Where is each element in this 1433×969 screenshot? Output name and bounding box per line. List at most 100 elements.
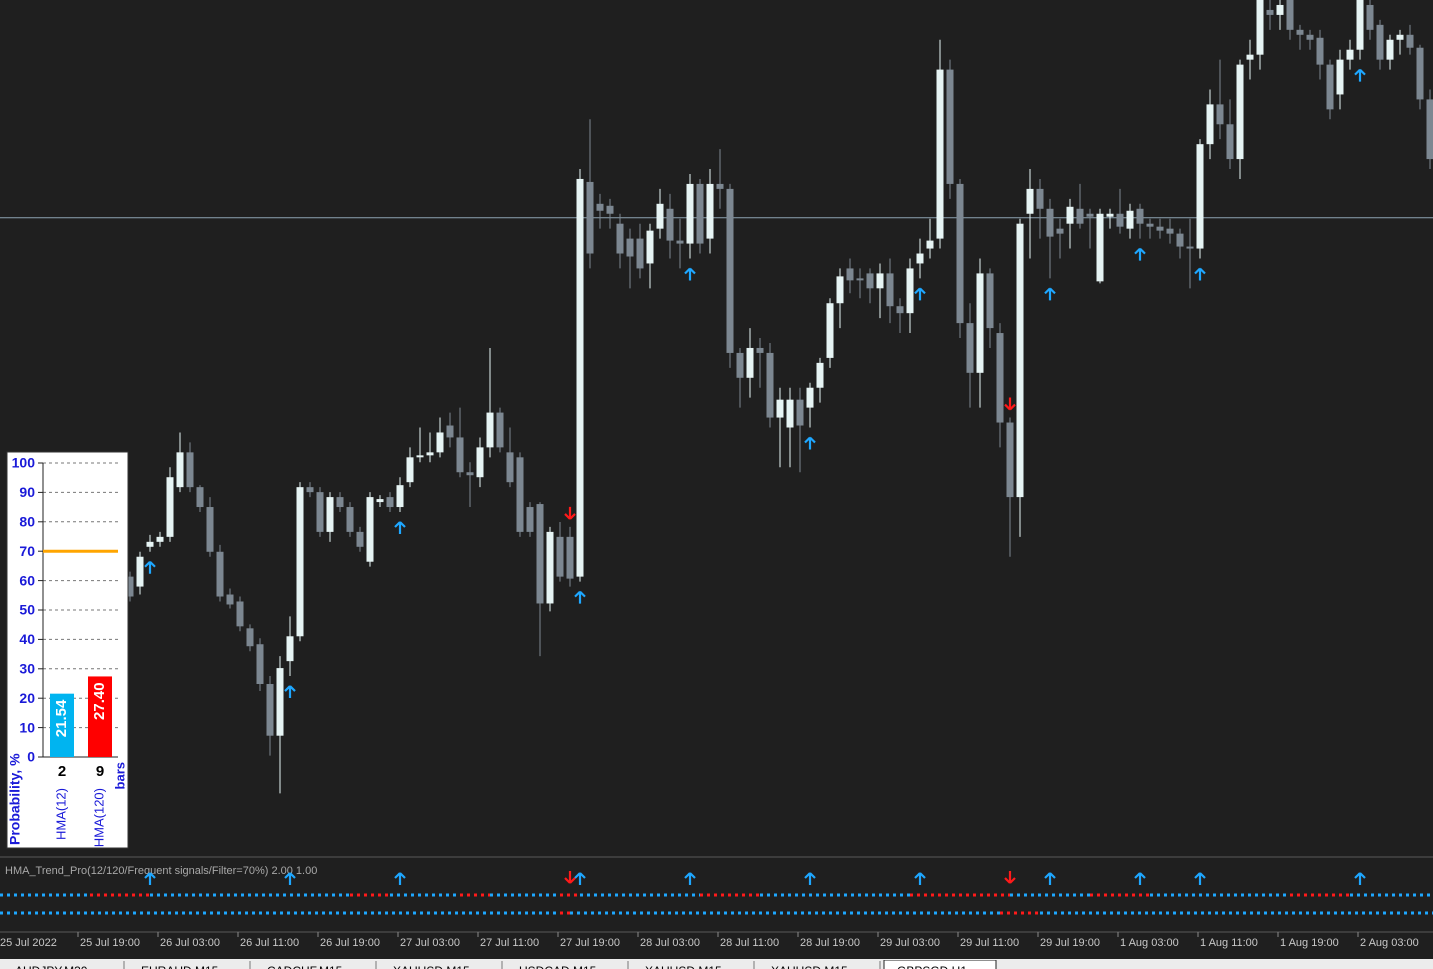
candle-body bbox=[1426, 99, 1433, 160]
time-label: 27 Jul 03:00 bbox=[400, 937, 460, 949]
candle-body bbox=[806, 387, 814, 408]
candle-body bbox=[486, 412, 494, 448]
buy-signal-arrow bbox=[394, 872, 406, 885]
sell-signal-arrow bbox=[564, 871, 576, 884]
candle-body bbox=[1096, 213, 1104, 282]
tab-label[interactable]: CADCHF,M15 bbox=[267, 964, 343, 969]
bar-count: 2 bbox=[58, 763, 66, 780]
y-tick-label: 40 bbox=[19, 631, 35, 647]
buy-signal-arrow bbox=[804, 872, 816, 885]
candle-body bbox=[1276, 4, 1284, 15]
candle-body bbox=[556, 536, 564, 577]
candle-body bbox=[1166, 228, 1174, 234]
time-label: 28 Jul 19:00 bbox=[800, 937, 860, 949]
candle-body bbox=[376, 499, 384, 503]
candle-body bbox=[436, 432, 444, 453]
buy-signal-arrow bbox=[804, 436, 816, 450]
buy-signal-arrow bbox=[1194, 872, 1206, 885]
candle-body bbox=[866, 273, 874, 289]
tab-label[interactable]: USDCAD,M15 bbox=[519, 964, 597, 969]
buy-signal-arrow bbox=[284, 685, 296, 699]
candle-body bbox=[766, 352, 774, 418]
tab-active[interactable] bbox=[883, 960, 997, 969]
candle-body bbox=[856, 278, 864, 281]
time-label: 27 Jul 19:00 bbox=[560, 937, 620, 949]
sell-signal-arrow bbox=[564, 506, 576, 520]
price-chart bbox=[0, 0, 1433, 794]
candle-body bbox=[1146, 223, 1154, 227]
y-tick-label: 0 bbox=[27, 749, 35, 765]
tab-label[interactable]: EURAUD,M15 bbox=[141, 964, 219, 969]
indicator-pane: HMA_Trend_Pro(12/120/Frequent signals/Fi… bbox=[0, 865, 1433, 915]
candle-body bbox=[1116, 213, 1124, 227]
time-label: 29 Jul 03:00 bbox=[880, 937, 940, 949]
candle-body bbox=[846, 268, 854, 281]
candle-body bbox=[326, 497, 334, 532]
candle-body bbox=[1336, 59, 1344, 95]
candle-body bbox=[956, 183, 964, 324]
candle-body bbox=[346, 507, 354, 532]
candle-body bbox=[1266, 9, 1274, 15]
candle-body bbox=[1156, 226, 1164, 231]
time-label: 25 Jul 19:00 bbox=[80, 937, 140, 949]
tab-label[interactable]: XAUUSD,M15 bbox=[771, 964, 848, 969]
candle-body bbox=[666, 208, 674, 241]
buy-signal-arrow bbox=[1134, 872, 1146, 885]
candle-body bbox=[926, 240, 934, 249]
time-label: 26 Jul 11:00 bbox=[240, 937, 299, 949]
indicator-label: HMA_Trend_Pro(12/120/Frequent signals/Fi… bbox=[5, 865, 317, 877]
probability-bar bbox=[88, 676, 112, 757]
y-tick-label: 20 bbox=[19, 690, 35, 706]
candle-body bbox=[446, 425, 454, 438]
candle-body bbox=[1176, 233, 1184, 247]
candle-body bbox=[786, 399, 794, 428]
buy-signal-arrow bbox=[1194, 267, 1206, 281]
bar-count: 9 bbox=[96, 763, 104, 780]
candle-body bbox=[586, 181, 594, 254]
candle-body bbox=[1046, 208, 1054, 237]
candle-body bbox=[906, 268, 914, 314]
candle-body bbox=[896, 306, 904, 314]
candle-body bbox=[546, 531, 554, 604]
candle-body bbox=[166, 477, 174, 537]
time-label: 28 Jul 11:00 bbox=[720, 937, 779, 949]
candle-body bbox=[186, 452, 194, 488]
candle-body bbox=[426, 452, 434, 456]
buy-signal-arrow bbox=[574, 590, 586, 604]
y-tick-label: 50 bbox=[19, 602, 35, 618]
candle-body bbox=[1286, 0, 1294, 30]
y-tick-label: 70 bbox=[19, 543, 35, 559]
candle-body bbox=[336, 497, 344, 508]
candle-body bbox=[146, 541, 154, 547]
time-label: 26 Jul 03:00 bbox=[160, 937, 220, 949]
time-axis: 25 Jul 2022 25 Jul 19:00 26 Jul 03:00 26 Ju… bbox=[0, 932, 1419, 949]
tab-label[interactable]: XAUUSD,M15 bbox=[645, 964, 722, 969]
time-label: 2 Aug 03:00 bbox=[1360, 937, 1419, 949]
candle-body bbox=[1296, 29, 1304, 35]
candle-body bbox=[656, 203, 664, 229]
category-label: HMA(12) bbox=[53, 788, 68, 840]
candle-body bbox=[526, 507, 534, 532]
tab-label[interactable]: GBPSGD,H1 bbox=[897, 964, 967, 969]
candle-body bbox=[1066, 206, 1074, 224]
candle-body bbox=[706, 183, 714, 239]
tab-label[interactable]: AUDJPY,M30 bbox=[15, 964, 88, 969]
buy-signal-arrow bbox=[1044, 872, 1056, 885]
y-tick-label: 100 bbox=[12, 455, 36, 471]
buy-signal-arrow bbox=[914, 287, 926, 301]
candle-body bbox=[406, 457, 414, 483]
candle-body bbox=[976, 273, 984, 373]
candle-body bbox=[316, 492, 324, 532]
candle-body bbox=[216, 551, 224, 597]
panel-background bbox=[6, 451, 129, 849]
y-tick-label: 30 bbox=[19, 661, 35, 677]
candle-body bbox=[696, 183, 704, 244]
candle-body bbox=[1196, 144, 1204, 249]
candle-body bbox=[746, 347, 754, 378]
candle-body bbox=[636, 238, 644, 269]
y-axis-title: Probability, % bbox=[7, 753, 23, 845]
tab-label[interactable]: XAUUSD,M15 bbox=[393, 964, 470, 969]
candle-body bbox=[1366, 4, 1374, 30]
